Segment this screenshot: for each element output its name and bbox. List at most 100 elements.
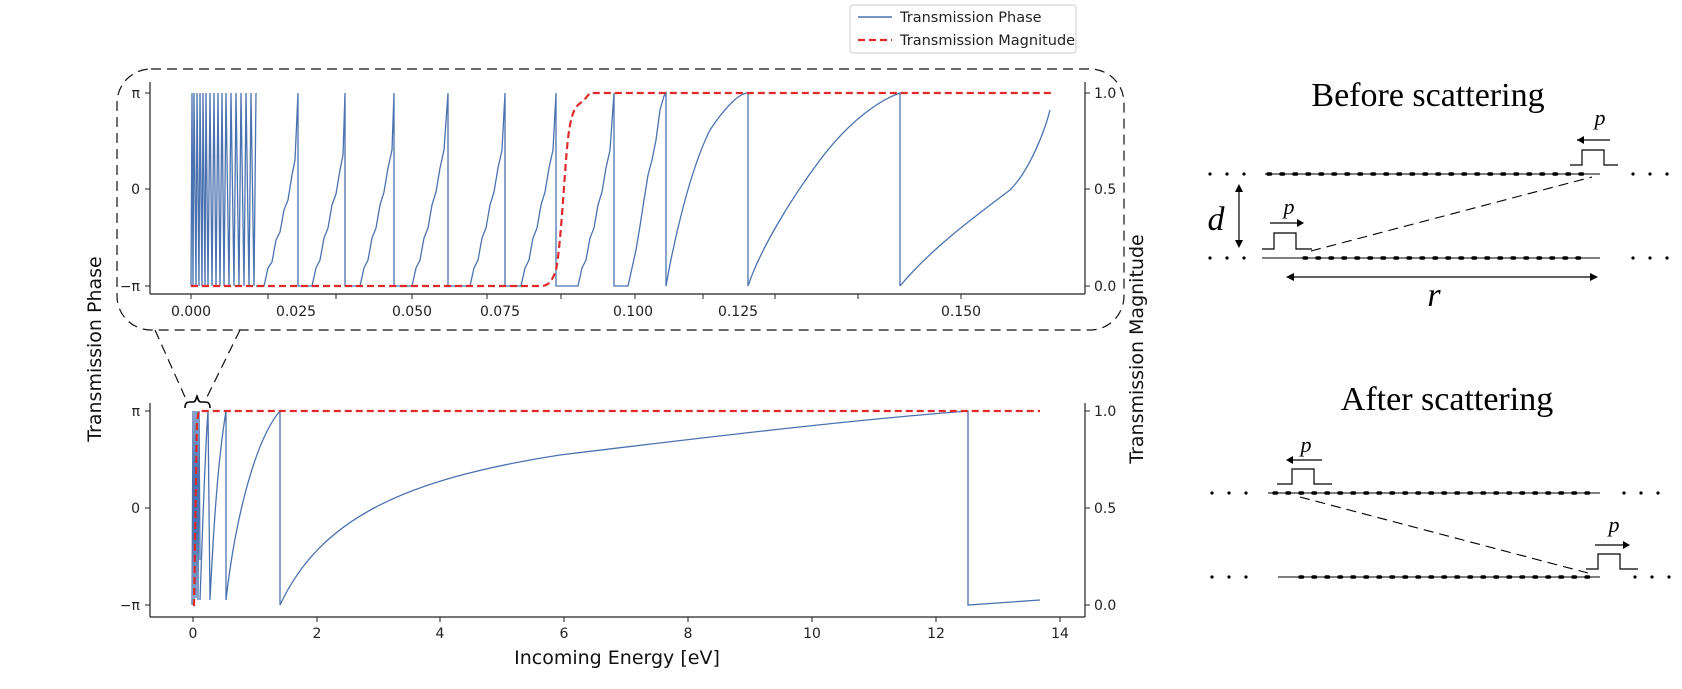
bottom-xtick-0: 0 xyxy=(189,626,198,642)
separation-arrow-head xyxy=(1235,184,1243,192)
top-xticks: 0.000 0.025 0.050 0.075 0.100 0.125 0.15… xyxy=(171,294,981,320)
ellipsis-dot xyxy=(1208,172,1212,176)
distance-arrow-head xyxy=(1590,273,1598,281)
pulse-before-top xyxy=(1570,149,1618,166)
bottom-rtick-05: 0.5 xyxy=(1094,501,1116,517)
momentum-label: p xyxy=(1593,105,1606,130)
momentum-label: p xyxy=(1299,432,1312,457)
bottom-xtick-4: 4 xyxy=(436,626,445,642)
zoom-connector-left xyxy=(154,329,186,398)
top-xtick-025: 0.025 xyxy=(276,304,316,320)
before-connector xyxy=(1310,176,1593,252)
ylabel-left: Transmission Phase xyxy=(84,256,106,443)
ellipsis-dot xyxy=(1210,575,1214,579)
top-phase-smooth xyxy=(665,92,1051,287)
scattering-diagram: Before scattering p xyxy=(1208,77,1671,579)
separation-arrow-head xyxy=(1235,240,1243,248)
ellipsis-dot xyxy=(1242,172,1246,176)
xlabel: Incoming Energy [eV] xyxy=(514,647,720,669)
ellipsis-dot xyxy=(1648,172,1652,176)
momentum-label: p xyxy=(1607,512,1620,537)
top-panel: π 0 −π 1.0 0.5 0.0 0.000 0.025 0 xyxy=(120,82,1116,320)
ellipsis-dot xyxy=(1208,256,1212,260)
top-rtick-1: 1.0 xyxy=(1094,86,1116,102)
ylabel-right: Transmission Magnitude xyxy=(1126,234,1148,464)
separation-label: d xyxy=(1208,201,1226,238)
after-bottom-chain: p xyxy=(1210,512,1671,579)
ellipsis-dot xyxy=(1631,172,1635,176)
bottom-magnitude xyxy=(192,409,1040,607)
ellipsis-dot xyxy=(1631,256,1635,260)
ellipsis-dot xyxy=(1648,256,1652,260)
top-rtick-05: 0.5 xyxy=(1094,182,1116,198)
bottom-panel: π 0 −π 1.0 0.5 0.0 0 2 4 6 8 10 xyxy=(120,403,1116,642)
legend-magnitude-label: Transmission Magnitude xyxy=(899,33,1075,49)
bottom-xtick-6: 6 xyxy=(560,626,569,642)
top-xtick-150: 0.150 xyxy=(941,304,981,320)
before-title: Before scattering xyxy=(1311,77,1544,114)
legend-frame xyxy=(849,4,1077,54)
after-title: After scattering xyxy=(1341,381,1553,418)
arrow-left-head xyxy=(1286,456,1293,464)
ellipsis-dot xyxy=(1622,491,1626,495)
top-xtick-0: 0.000 xyxy=(171,304,211,320)
top-xtick-050: 0.050 xyxy=(392,304,432,320)
bottom-xtick-12: 12 xyxy=(927,626,945,642)
ellipsis-dot xyxy=(1665,172,1669,176)
distance-arrow-head xyxy=(1286,273,1294,281)
zoom-box xyxy=(116,68,1125,331)
top-right-yticks: 1.0 0.5 0.0 xyxy=(1085,86,1116,295)
bottom-right-yticks: 1.0 0.5 0.0 xyxy=(1085,404,1116,614)
top-phase-dense xyxy=(190,92,257,287)
ellipsis-dot xyxy=(1667,575,1671,579)
legend: Transmission Phase Transmission Magnitud… xyxy=(849,4,1077,54)
ellipsis-dot xyxy=(1633,575,1637,579)
bottom-phase xyxy=(191,409,1041,606)
before-bottom-chain: p xyxy=(1208,194,1669,260)
bottom-ytick-pi: π xyxy=(132,404,141,420)
top-xtick-075: 0.075 xyxy=(480,304,520,320)
bottom-rtick-1: 1.0 xyxy=(1094,404,1116,420)
ellipsis-dot xyxy=(1665,256,1669,260)
after-top-chain: p xyxy=(1210,432,1660,495)
arrow-right-head xyxy=(1623,541,1630,549)
ellipsis-dot xyxy=(1656,491,1660,495)
top-ytick-negpi: −π xyxy=(120,279,141,295)
momentum-label: p xyxy=(1282,194,1295,219)
zoom-brace xyxy=(184,394,211,409)
before-top-chain: p xyxy=(1208,105,1669,176)
pulse-before-bottom xyxy=(1262,232,1312,250)
zoom-callout xyxy=(116,68,1125,409)
arrow-left-head xyxy=(1577,136,1584,144)
bottom-left-yticks: π 0 −π xyxy=(120,404,150,614)
bottom-ytick-zero: 0 xyxy=(131,501,140,517)
bottom-xticks: 0 2 4 6 8 10 12 14 xyxy=(189,617,1069,642)
ellipsis-dot xyxy=(1244,491,1248,495)
ellipsis-dot xyxy=(1227,491,1231,495)
ellipsis-dot xyxy=(1210,491,1214,495)
ellipsis-dot xyxy=(1225,256,1229,260)
top-ytick-pi: π xyxy=(132,86,141,102)
top-phase-steps xyxy=(256,90,667,287)
ellipsis-dot xyxy=(1242,256,1246,260)
ellipsis-dot xyxy=(1639,491,1643,495)
top-rtick-0: 0.0 xyxy=(1094,279,1116,295)
bottom-xtick-8: 8 xyxy=(684,626,693,642)
pulse-after-bottom xyxy=(1586,553,1638,570)
bottom-xtick-14: 14 xyxy=(1051,626,1069,642)
ellipsis-dot xyxy=(1227,575,1231,579)
bottom-ytick-negpi: −π xyxy=(120,598,141,614)
ellipsis-dot xyxy=(1225,172,1229,176)
top-ytick-zero: 0 xyxy=(131,182,140,198)
bottom-xtick-10: 10 xyxy=(803,626,821,642)
bottom-rtick-0: 0.0 xyxy=(1094,598,1116,614)
legend-phase-label: Transmission Phase xyxy=(899,10,1042,26)
top-xtick-100: 0.100 xyxy=(613,304,653,320)
arrow-right-head xyxy=(1297,219,1304,227)
zoom-connector-right xyxy=(206,329,241,398)
top-left-yticks: π 0 −π xyxy=(120,86,150,295)
ellipsis-dot xyxy=(1650,575,1654,579)
after-connector xyxy=(1299,496,1589,574)
distance-label: r xyxy=(1427,277,1441,314)
